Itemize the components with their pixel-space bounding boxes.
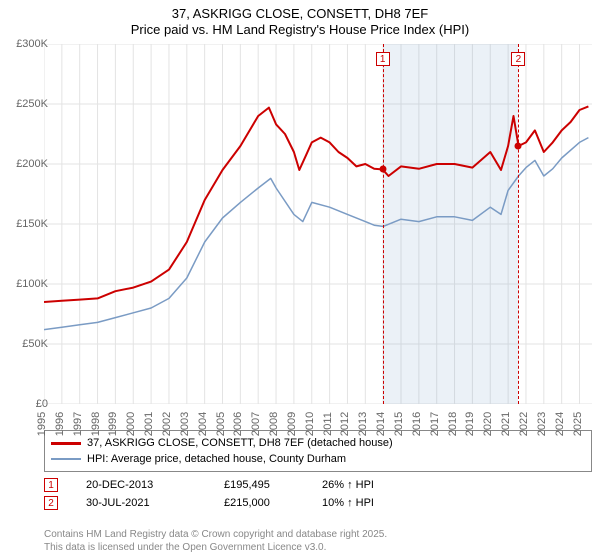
y-tick-label: £0 (36, 398, 48, 410)
legend-swatch (51, 458, 81, 460)
legend-label: HPI: Average price, detached house, Coun… (87, 453, 346, 465)
sale-date: 20-DEC-2013 (86, 479, 196, 491)
chart-title-block: 37, ASKRIGG CLOSE, CONSETT, DH8 7EF Pric… (0, 0, 600, 37)
x-tick-label: 2013 (358, 412, 370, 436)
x-tick-label: 2019 (465, 412, 477, 436)
sale-dashed-line (383, 44, 384, 404)
table-row: 2 30-JUL-2021 £215,000 10% ↑ HPI (44, 496, 592, 510)
legend-swatch (51, 442, 81, 445)
sale-marker-icon: 1 (376, 52, 390, 66)
x-tick-label: 2022 (518, 412, 530, 436)
x-tick-label: 2023 (536, 412, 548, 436)
legend-box: 37, ASKRIGG CLOSE, CONSETT, DH8 7EF (det… (44, 430, 592, 472)
x-tick-label: 2017 (429, 412, 441, 436)
credit-text: Contains HM Land Registry data © Crown c… (44, 529, 387, 554)
x-tick-label: 1997 (72, 412, 84, 436)
x-tick-label: 2000 (125, 412, 137, 436)
sale-delta: 26% ↑ HPI (322, 479, 374, 491)
x-tick-label: 2021 (500, 412, 512, 436)
x-tick-label: 2020 (482, 412, 494, 436)
price-chart: 12 (44, 44, 592, 404)
x-tick-label: 2008 (268, 412, 280, 436)
x-tick-label: 2025 (572, 412, 584, 436)
sale-dot (515, 143, 522, 150)
page-title: 37, ASKRIGG CLOSE, CONSETT, DH8 7EF (0, 6, 600, 21)
x-tick-label: 2004 (197, 412, 209, 436)
x-tick-label: 2007 (250, 412, 262, 436)
credit-line: Contains HM Land Registry data © Crown c… (44, 529, 387, 542)
y-tick-label: £300K (16, 38, 48, 50)
y-tick-label: £250K (16, 98, 48, 110)
y-tick-label: £50K (22, 338, 48, 350)
x-tick-label: 1996 (54, 412, 66, 436)
y-tick-label: £200K (16, 158, 48, 170)
x-tick-label: 2001 (143, 412, 155, 436)
sale-marker-icon: 2 (44, 496, 58, 510)
page-subtitle: Price paid vs. HM Land Registry's House … (0, 22, 600, 37)
sale-dashed-line (518, 44, 519, 404)
sale-dot (379, 166, 386, 173)
table-row: 1 20-DEC-2013 £195,495 26% ↑ HPI (44, 478, 592, 492)
sale-price: £195,495 (224, 479, 294, 491)
sale-price: £215,000 (224, 497, 294, 509)
x-tick-label: 2018 (447, 412, 459, 436)
x-tick-label: 2012 (340, 412, 352, 436)
x-tick-label: 2006 (233, 412, 245, 436)
legend-block: 37, ASKRIGG CLOSE, CONSETT, DH8 7EF (det… (44, 430, 592, 510)
x-tick-label: 2011 (321, 412, 333, 436)
y-tick-label: £100K (16, 278, 48, 290)
legend-row: HPI: Average price, detached house, Coun… (51, 451, 585, 467)
sale-marker-icon: 1 (44, 478, 58, 492)
legend-label: 37, ASKRIGG CLOSE, CONSETT, DH8 7EF (det… (87, 437, 393, 449)
x-tick-label: 2003 (179, 412, 191, 436)
x-tick-label: 2002 (161, 412, 173, 436)
sale-marker-icon: 2 (511, 52, 525, 66)
x-tick-label: 2015 (393, 412, 405, 436)
legend-row: 37, ASKRIGG CLOSE, CONSETT, DH8 7EF (det… (51, 435, 585, 451)
x-tick-label: 1999 (108, 412, 120, 436)
chart-lines (44, 44, 592, 404)
x-tick-label: 2005 (215, 412, 227, 436)
x-tick-label: 2016 (411, 412, 423, 436)
x-tick-label: 1995 (36, 412, 48, 436)
x-tick-label: 2024 (554, 412, 566, 436)
x-tick-label: 2014 (375, 412, 387, 436)
x-tick-label: 2009 (286, 412, 298, 436)
series-hpi (44, 138, 588, 330)
y-tick-label: £150K (16, 218, 48, 230)
sale-delta: 10% ↑ HPI (322, 497, 374, 509)
sales-table: 1 20-DEC-2013 £195,495 26% ↑ HPI 2 30-JU… (44, 478, 592, 510)
sale-date: 30-JUL-2021 (86, 497, 196, 509)
x-tick-label: 1998 (90, 412, 102, 436)
x-tick-label: 2010 (304, 412, 316, 436)
credit-line: This data is licensed under the Open Gov… (44, 542, 387, 555)
